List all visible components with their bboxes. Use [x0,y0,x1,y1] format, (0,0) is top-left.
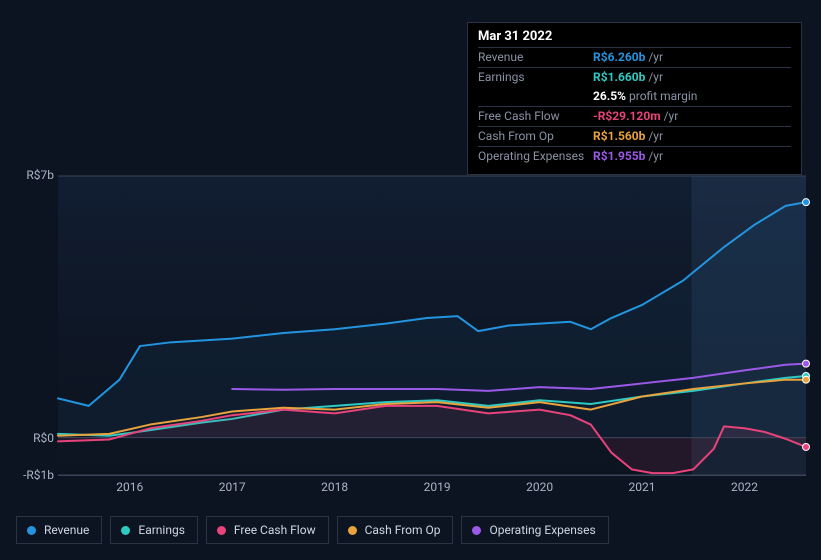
chart-legend: Revenue Earnings Free Cash Flow Cash From O… [16,516,609,544]
legend-item-opex[interactable]: Operating Expenses [461,516,608,544]
legend-dot-icon [472,526,481,535]
tooltip-value: R$1.660b [593,70,645,84]
legend-item-cashop[interactable]: Cash From Op [337,516,454,544]
chart-tooltip: Mar 31 2022 RevenueR$6.260b/yrEarningsR$… [467,22,802,175]
legend-label: Revenue [44,523,89,537]
tooltip-label: Cash From Op [478,129,593,144]
y-axis-label: -R$1b [16,468,54,482]
tooltip-row: Cash From OpR$1.560b/yr [478,126,791,146]
tooltip-value: R$1.560b [593,129,645,143]
tooltip-suffix: /yr [648,129,663,143]
tooltip-suffix: /yr [664,109,679,123]
legend-item-fcf[interactable]: Free Cash Flow [206,516,329,544]
y-axis-label: R$7b [16,168,54,182]
tooltip-suffix: profit margin [629,89,697,103]
x-axis-label: 2019 [424,480,451,494]
tooltip-label: Operating Expenses [478,149,593,164]
tooltip-value: -R$29.120m [593,109,661,123]
tooltip-suffix: /yr [648,50,663,64]
tooltip-row: 26.5%profit margin [478,87,791,106]
legend-dot-icon [121,526,130,535]
legend-item-revenue[interactable]: Revenue [16,516,102,544]
tooltip-label: Revenue [478,50,593,65]
tooltip-label [478,89,593,104]
y-axis-label: R$0 [16,431,54,445]
tooltip-row: Operating ExpensesR$1.955b/yr [478,146,791,166]
x-axis-label: 2021 [629,480,656,494]
tooltip-row: EarningsR$1.660b/yr [478,67,791,87]
legend-label: Cash From Op [365,523,441,537]
tooltip-value: R$6.260b [593,50,645,64]
tooltip-row: Free Cash Flow-R$29.120m/yr [478,106,791,126]
x-axis-label: 2016 [116,480,143,494]
tooltip-suffix: /yr [648,149,663,163]
tooltip-row: RevenueR$6.260b/yr [478,47,791,67]
legend-dot-icon [348,526,357,535]
tooltip-date: Mar 31 2022 [478,29,791,47]
x-axis-label: 2022 [731,480,758,494]
x-axis-label: 2018 [321,480,348,494]
tooltip-label: Free Cash Flow [478,109,593,124]
legend-label: Operating Expenses [489,523,595,537]
x-axis-label: 2017 [219,480,246,494]
legend-label: Earnings [138,523,185,537]
legend-dot-icon [217,526,226,535]
legend-dot-icon [27,526,36,535]
tooltip-value: 26.5% [593,89,626,103]
tooltip-suffix: /yr [648,70,663,84]
tooltip-label: Earnings [478,70,593,85]
legend-item-earnings[interactable]: Earnings [110,516,198,544]
tooltip-value: R$1.955b [593,149,645,163]
legend-label: Free Cash Flow [234,523,316,537]
x-axis-label: 2020 [526,480,553,494]
financials-chart[interactable]: R$7b R$0 -R$1b [16,160,806,480]
